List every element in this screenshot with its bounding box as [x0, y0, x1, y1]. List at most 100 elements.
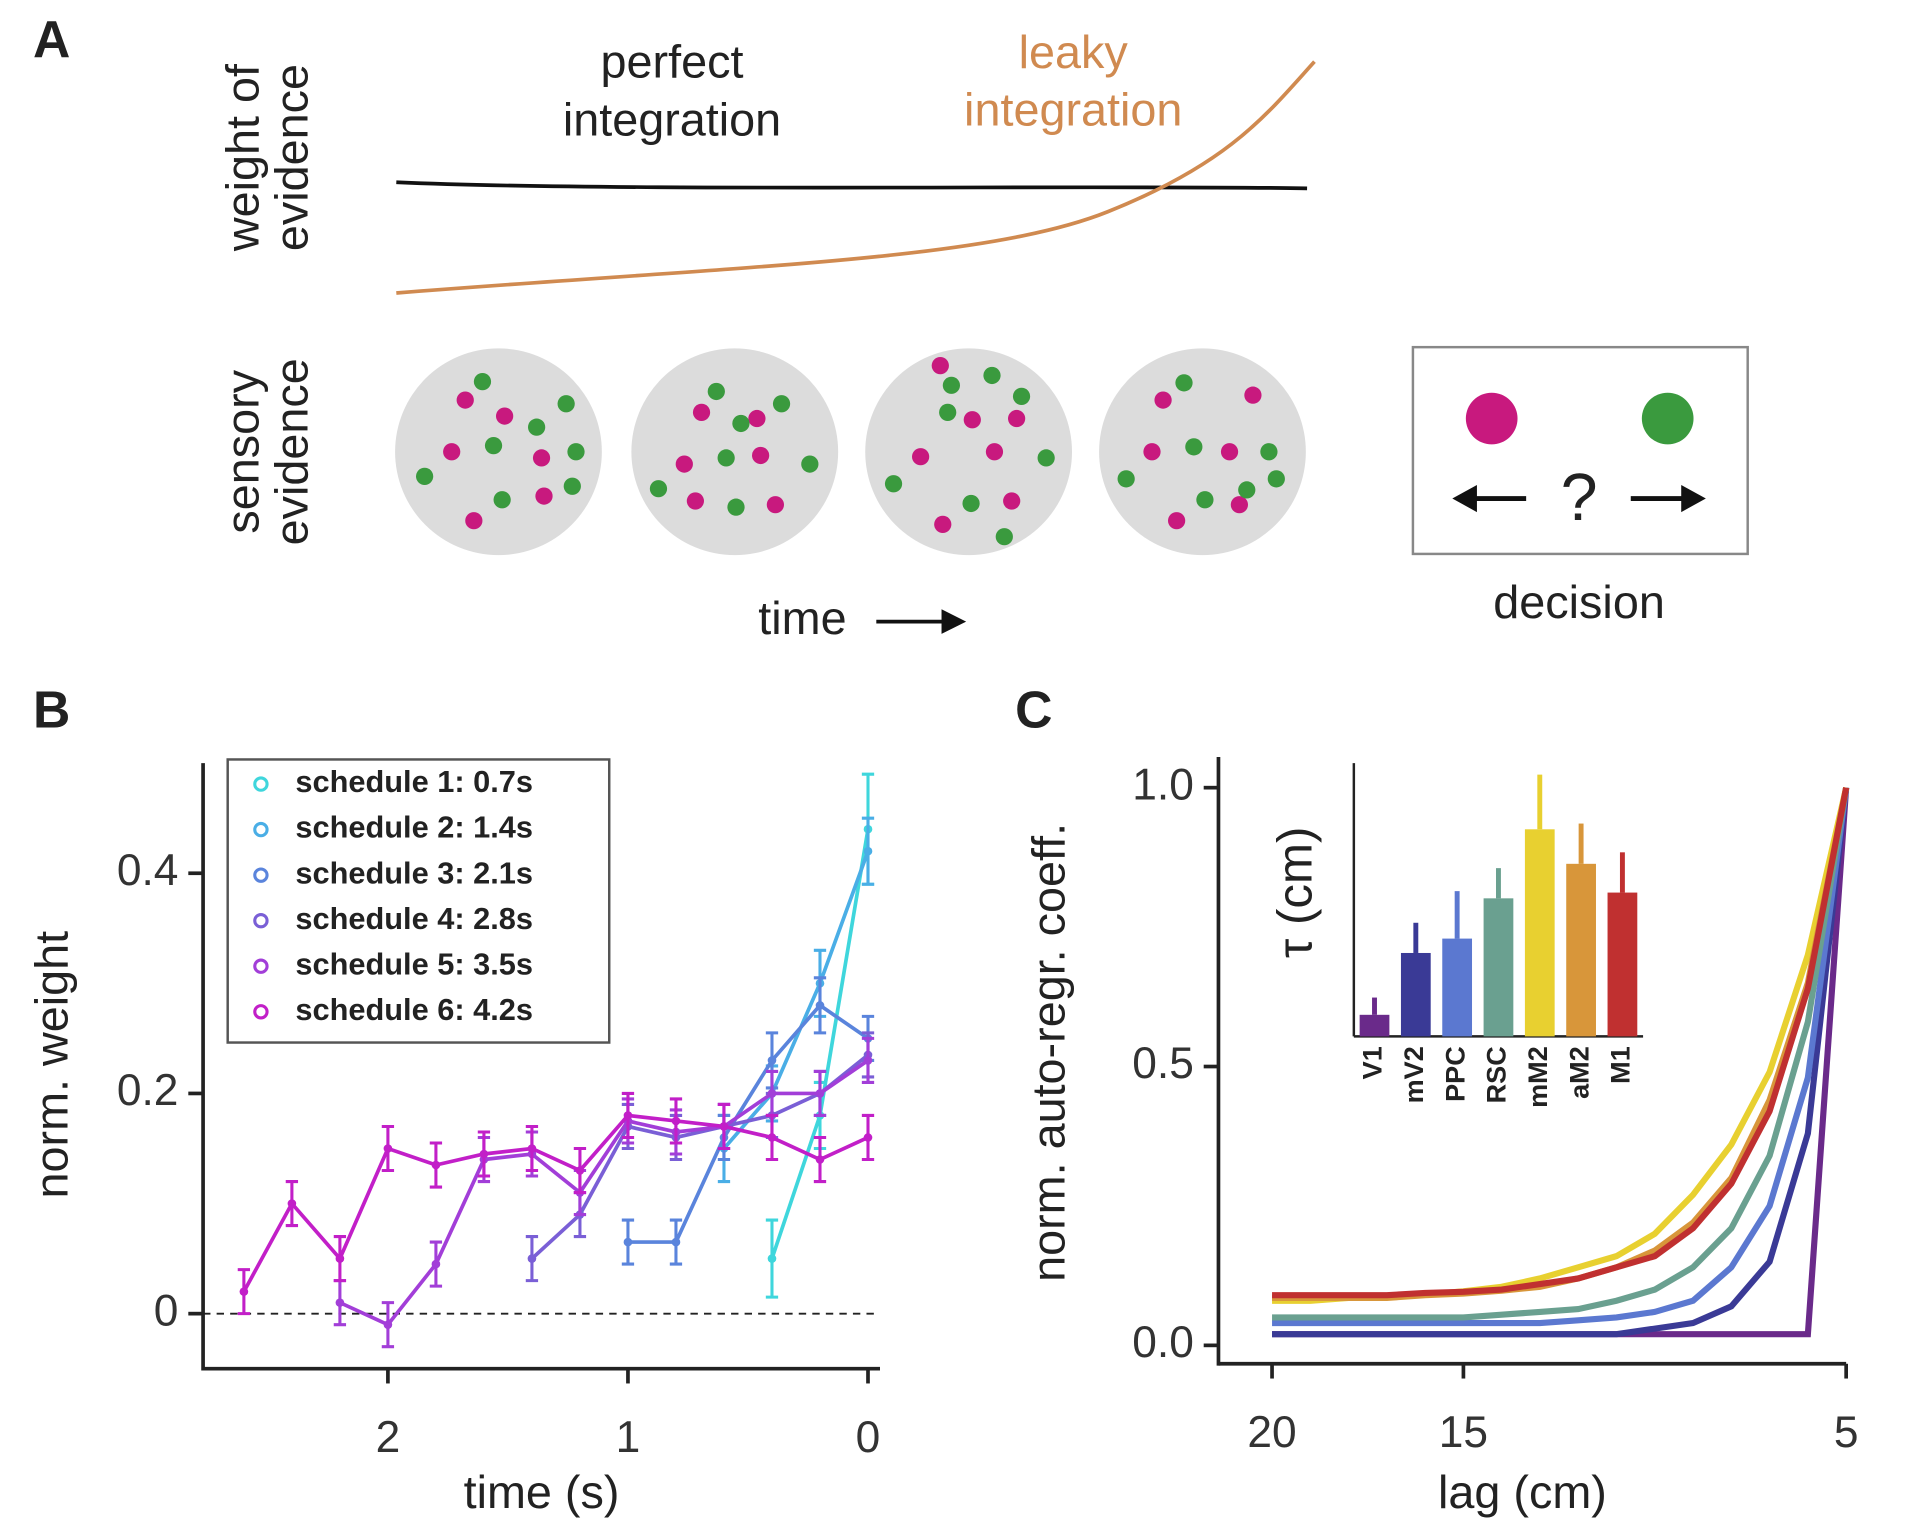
- legend-marker: [253, 1004, 269, 1020]
- dot: [649, 480, 668, 498]
- panel-label: C: [1015, 681, 1052, 739]
- dot: [465, 512, 483, 530]
- dot: [983, 366, 1001, 385]
- dot: [484, 437, 503, 455]
- dot: [535, 487, 553, 505]
- choice-dot: [1641, 392, 1694, 445]
- dot: [557, 395, 575, 413]
- series-line: [1272, 787, 1850, 1338]
- leaky-curve: [396, 60, 1316, 295]
- x-axis-label: time (s): [464, 1466, 620, 1518]
- x-axis-label: lag (cm): [1438, 1466, 1607, 1518]
- point: [239, 1287, 249, 1296]
- point: [671, 1116, 681, 1126]
- y-axis-label: norm. auto-regr. coeff.: [1023, 823, 1075, 1282]
- series-line: [242, 1113, 869, 1293]
- y-label-line: sensory: [217, 369, 269, 533]
- dot: [473, 373, 492, 391]
- dot: [686, 492, 704, 510]
- legend-marker: [253, 958, 269, 974]
- curve-label: integration: [964, 84, 1182, 136]
- bar: [1442, 938, 1473, 1037]
- y-label-line: evidence: [266, 64, 318, 251]
- x-tick-label: 0: [856, 1413, 881, 1462]
- x-tick-label: V1: [1357, 1046, 1388, 1079]
- dot: [1012, 387, 1031, 405]
- legend-marker: [253, 867, 269, 883]
- dot: [801, 455, 819, 473]
- series-line: [1272, 787, 1850, 1299]
- decision-label: decision: [1493, 576, 1665, 628]
- y-label-line: weight of: [217, 63, 269, 252]
- y-label-line: evidence: [266, 358, 318, 545]
- dot: [1008, 409, 1026, 428]
- point: [815, 1001, 825, 1010]
- point: [623, 1111, 633, 1120]
- bar: [1607, 892, 1638, 1037]
- legend-box: [226, 758, 611, 1044]
- time-label: time: [758, 592, 846, 644]
- y-tick-label: 0.0: [1132, 1318, 1194, 1367]
- dot: [934, 515, 952, 533]
- bar: [1566, 863, 1596, 1037]
- dot: [766, 496, 784, 514]
- dot: [563, 477, 581, 495]
- dot: [1143, 443, 1161, 461]
- dot: [732, 414, 750, 433]
- y-tick-label: 0: [154, 1286, 179, 1335]
- point: [863, 846, 873, 856]
- curve-label: leaky: [1019, 26, 1129, 78]
- dot: [1037, 449, 1055, 467]
- dot: [985, 443, 1004, 461]
- dot: [443, 443, 461, 461]
- y-tick-label: 0.4: [117, 846, 179, 895]
- series-line: [627, 1002, 870, 1244]
- y-tick-label: 0.5: [1132, 1039, 1194, 1088]
- point: [575, 1166, 585, 1175]
- dot: [416, 467, 434, 485]
- dot: [1175, 374, 1193, 392]
- y-axis-label: τ (cm): [1267, 827, 1322, 959]
- dot: [1230, 496, 1248, 514]
- dot: [1260, 443, 1278, 461]
- dot: [748, 409, 766, 428]
- dot: [1196, 491, 1214, 509]
- point: [335, 1254, 345, 1263]
- point: [815, 1155, 825, 1164]
- dot: [528, 418, 546, 436]
- point: [431, 1160, 441, 1170]
- dot: [493, 491, 511, 509]
- dot: [496, 407, 514, 425]
- perfect-curve: [396, 180, 1308, 191]
- panel-label: B: [33, 681, 70, 739]
- dot: [1117, 470, 1135, 488]
- curve-label: perfect: [601, 36, 744, 88]
- arrow-head: [941, 609, 967, 634]
- arrow-head: [1681, 485, 1706, 513]
- point: [815, 1089, 825, 1098]
- point: [287, 1199, 297, 1208]
- dot: [707, 382, 725, 401]
- disc: [631, 348, 839, 556]
- dot: [1220, 443, 1239, 461]
- x-tick-label: 2: [376, 1413, 401, 1462]
- point: [383, 1320, 393, 1329]
- legend-label: schedule 5: 3.5s: [295, 946, 533, 981]
- bar: [1524, 829, 1555, 1037]
- x-tick-label: 1: [616, 1413, 641, 1462]
- dot: [567, 443, 585, 461]
- evidence-discs: [395, 348, 1306, 556]
- legend-marker: [253, 776, 269, 792]
- dot: [1185, 438, 1203, 456]
- point: [767, 1254, 777, 1263]
- point: [671, 1237, 681, 1247]
- series-line: [530, 1053, 870, 1260]
- point: [383, 1144, 393, 1153]
- bar: [1359, 1014, 1390, 1037]
- legend-label: schedule 2: 1.4s: [295, 810, 533, 845]
- arrow-head: [1452, 485, 1477, 513]
- x-tick-label: 15: [1439, 1408, 1488, 1457]
- dot: [532, 449, 551, 467]
- y-tick-label: 0.2: [117, 1066, 179, 1115]
